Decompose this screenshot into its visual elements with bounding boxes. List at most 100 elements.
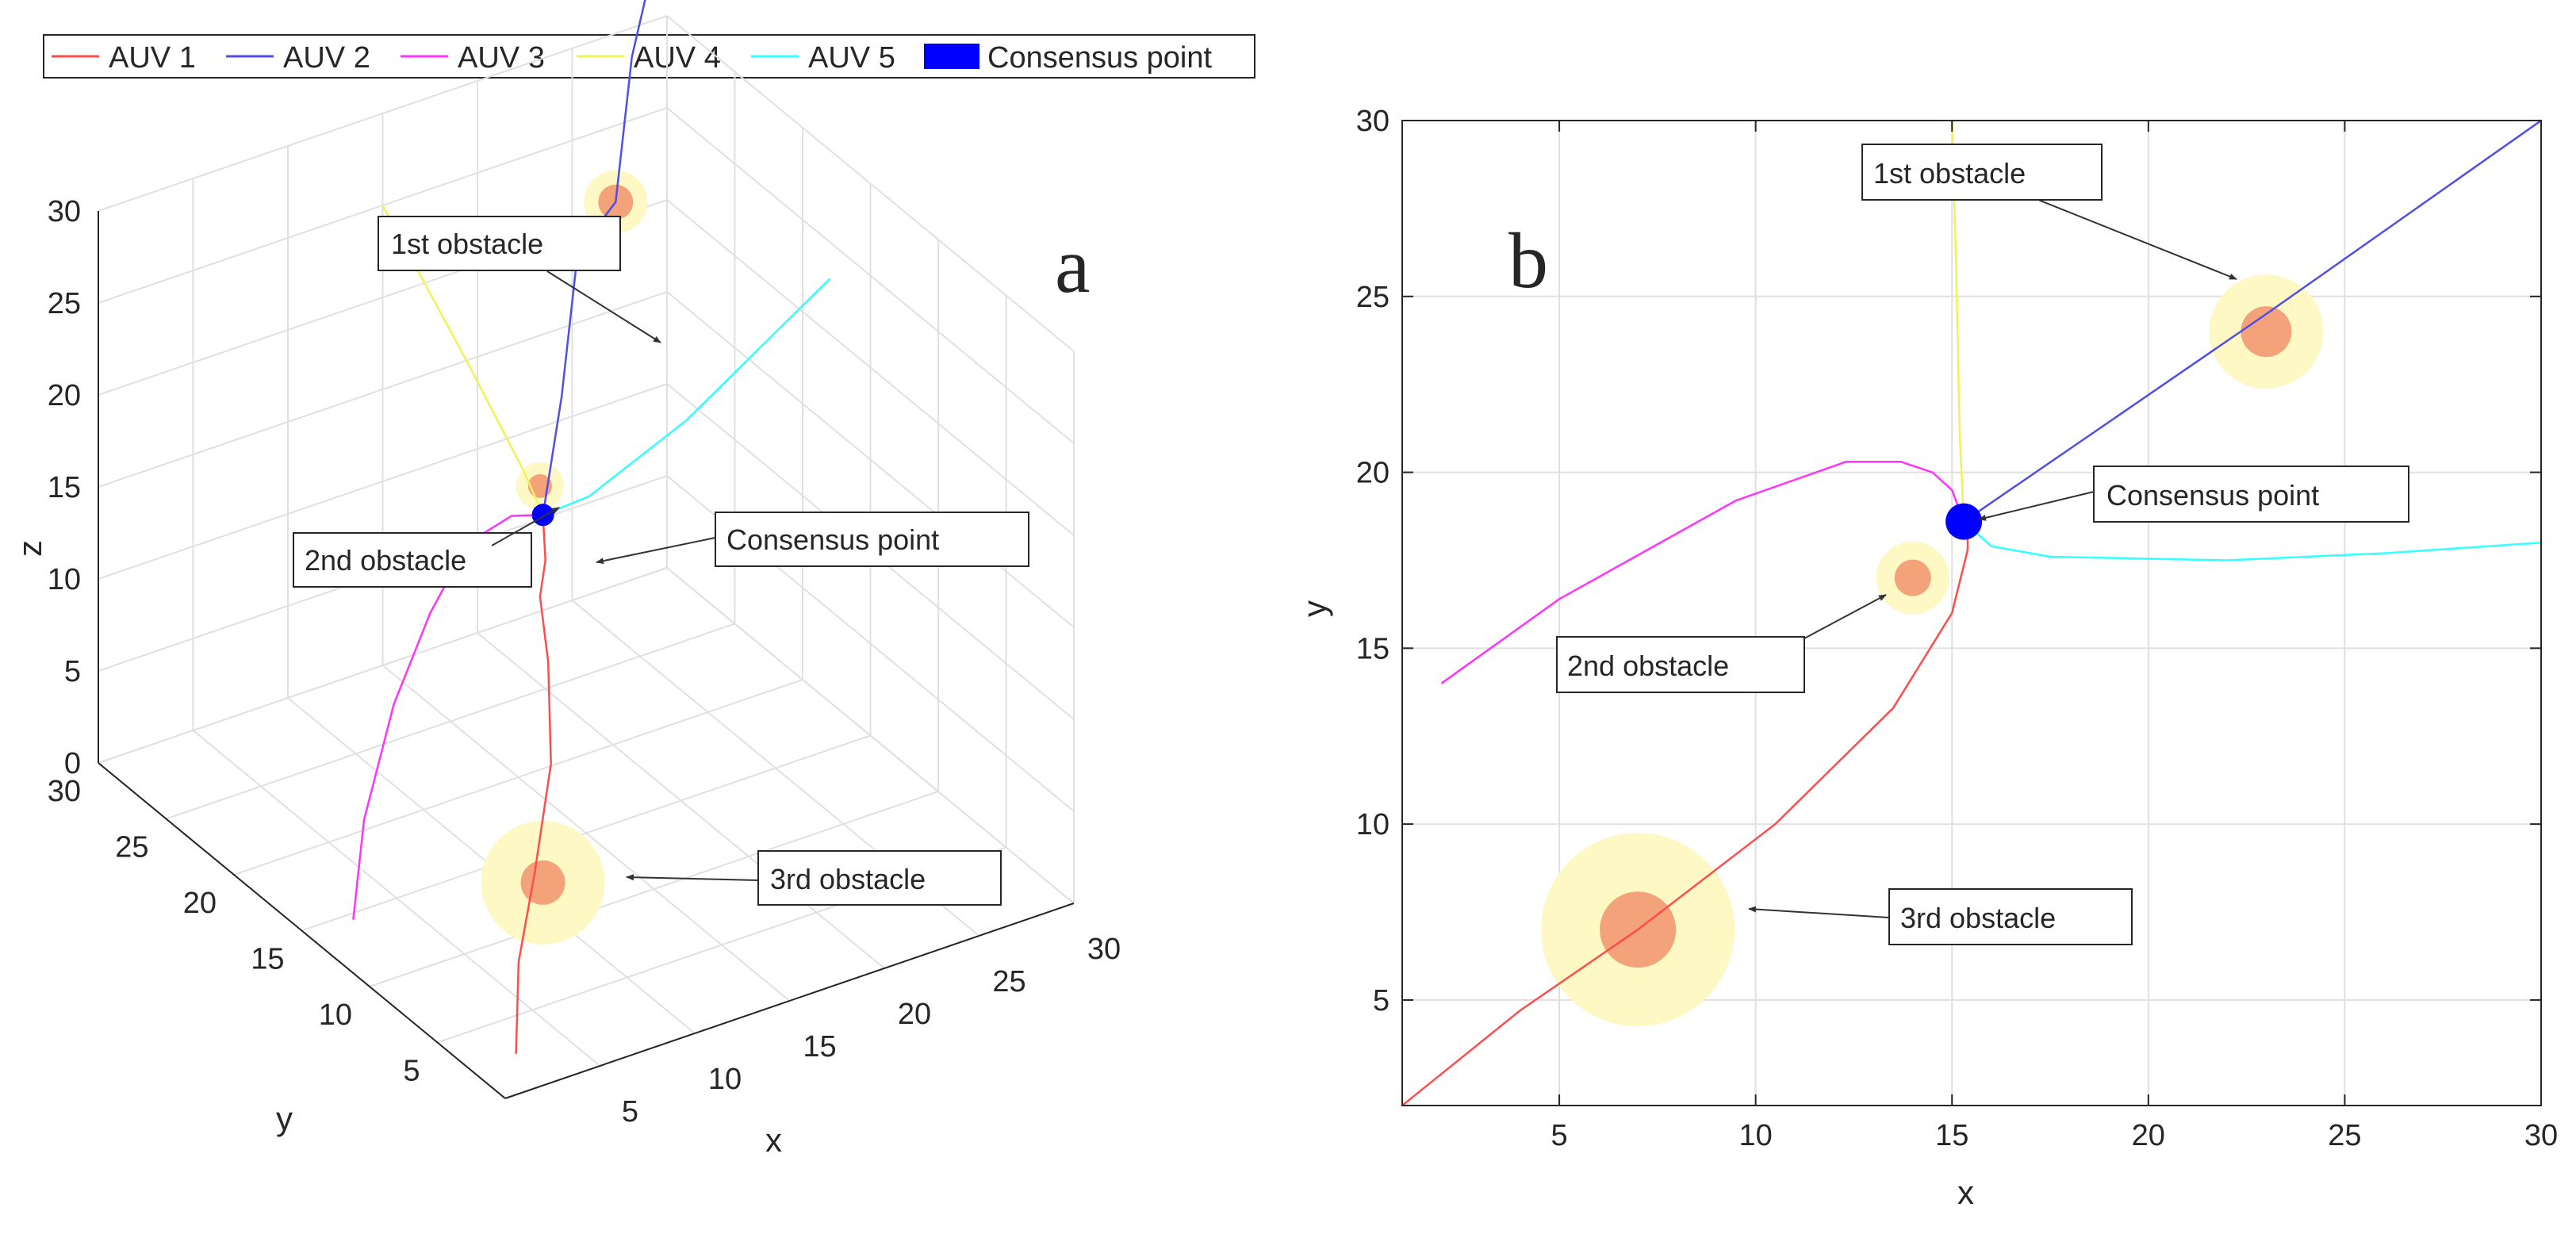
a-ztick-label: 10 [48,563,81,596]
a-series-auv-3 [352,514,543,920]
a-grid-side-z [666,15,1075,352]
b-series-auv-2 [1963,119,2542,523]
a-ytick-label: 30 [48,775,81,808]
legend-label-consensus: Consensus point [987,41,1213,75]
a-series-auv-1 [515,515,552,1054]
a-series-auv-5 [542,278,831,516]
b-arrow-consensus [1978,491,2095,521]
a-annot-1st-obstacle: 1st obstacle [391,228,543,260]
a-arrow-2nd [491,507,560,546]
a-ytick-label: 5 [403,1055,420,1088]
b-ytick-label: 15 [1356,632,1390,665]
legend-swatch-consensus [924,44,979,69]
b-annot-box-1st [1861,144,2103,201]
a-obstacle-core-3 [520,860,565,905]
b-xtick-label: 15 [1935,1119,1968,1152]
b-xtick-label: 20 [2132,1119,2165,1152]
panel-b-label: b [1508,217,1548,305]
a-ylabel: y [276,1100,293,1137]
b-series-auv-3 [1440,461,1965,684]
b-ytick-label: 10 [1356,808,1390,841]
legend-label-auv1: AUV 1 [109,41,196,75]
a-annot-box-3rd [757,850,1002,906]
a-annot-3rd-obstacle: 3rd obstacle [770,863,926,895]
a-axis-x [504,903,1075,1099]
legend-label-auv2: AUV 2 [283,41,370,75]
legend-label-auv4: AUV 4 [634,41,721,75]
a-ztick-label: 20 [48,379,81,412]
b-xtick-label: 25 [2328,1119,2361,1152]
a-xtick-label: 10 [708,1063,742,1096]
a-grid-back-z [98,15,668,212]
a-ztick-label: 30 [48,195,81,228]
b-arrow-1st [2037,199,2237,280]
panel-a-annotations: 1st obstacle 2nd obstacle Consensus poin… [293,216,1029,906]
a-series-auv-4 [381,205,544,515]
panel-a-consensus [531,504,554,527]
b-annot-box-3rd [1888,888,2133,945]
a-annot-box-2nd [293,532,532,588]
a-ztick-label: 5 [64,655,81,688]
panel-b-axes [1401,120,2542,1106]
b-axes-box [1401,120,2542,1106]
a-ytick-label: 10 [319,998,352,1032]
a-arrow-3rd [626,874,759,881]
panel-b-consensus [1945,503,1983,540]
b-annot-2nd-obstacle: 2nd obstacle [1567,650,1729,682]
a-xtick-label: 5 [622,1095,638,1129]
b-ytick-label: 5 [1373,984,1390,1017]
a-arrow-1st [546,270,661,343]
a-annot-box-1st [378,216,621,271]
a-xlabel: x [765,1121,782,1159]
b-annot-box-consensus [2093,466,2409,523]
a-consensus-marker [531,504,554,527]
b-ytick-label: 20 [1356,457,1390,490]
panel-b-2d-plot: 5 10 15 20 25 30 5 10 15 20 25 30 1st obstacle Cons… [1296,105,2558,1211]
a-xtick-label: 15 [803,1030,836,1063]
panel-a-axes [98,211,1075,1099]
b-ylabel: y [1296,600,1333,617]
panel-a-label: a [1055,221,1090,309]
b-obstacle-core-1 [2241,306,2292,358]
a-xtick-label: 30 [1087,933,1121,966]
a-ztick-label: 25 [48,287,81,320]
b-annot-3rd-obstacle: 3rd obstacle [1900,902,2056,934]
a-xtick-label: 20 [898,998,931,1031]
a-ytick-label: 25 [115,831,148,864]
a-ztick-label: 0 [64,747,81,780]
b-arrow-2nd [1804,594,1887,639]
b-arrow-3rd [1748,906,1890,918]
b-consensus-marker [1945,503,1983,540]
b-ytick-label: 30 [1356,105,1390,138]
b-obstacle-core-2 [1894,559,1931,596]
panel-b-annotations: 1st obstacle Consensus point 2nd obstacl… [1556,144,2409,945]
b-annot-consensus-point: Consensus point [2106,479,2319,512]
b-series-auv-1 [1401,521,1969,1106]
a-annot-box-consensus [715,512,1029,567]
a-xtick-label: 25 [992,965,1025,998]
legend-label-auv3: AUV 3 [458,41,545,75]
b-xtick-label: 10 [1739,1119,1773,1152]
legend-label-auv5: AUV 5 [808,41,895,75]
a-annot-consensus-point: Consensus point [726,523,939,556]
b-series-auv-5 [1963,520,2542,561]
b-annot-1st-obstacle: 1st obstacle [1873,157,2026,190]
a-axis-y [98,762,506,1099]
a-arrow-consensus [596,537,716,565]
a-ytick-label: 15 [251,943,284,976]
b-annot-box-2nd [1556,636,1805,693]
a-ztick-label: 15 [48,471,81,504]
b-xlabel: x [1957,1174,1974,1211]
a-grid-floor-y [166,623,735,820]
b-xtick-label: 5 [1551,1119,1567,1152]
panel-b-tick-labels: 5 10 15 20 25 30 5 10 15 20 25 30 [1356,105,2558,1152]
a-zlabel: z [11,540,48,557]
a-annot-2nd-obstacle: 2nd obstacle [305,544,466,577]
b-ytick-label: 25 [1356,281,1390,314]
legend: AUV 1 AUV 2 AUV 3 AUV 4 AUV 5 Consensus … [43,34,1255,79]
b-xtick-label: 30 [2524,1119,2558,1152]
a-ytick-label: 20 [183,887,217,920]
